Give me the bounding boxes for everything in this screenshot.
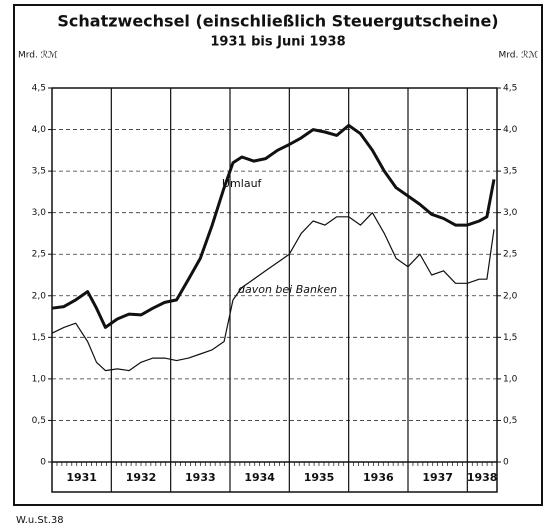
y-tick-label: 3,0 — [32, 208, 47, 218]
x-tick-label: 1933 — [185, 471, 216, 484]
footer: W.u.St.38 — [16, 515, 64, 526]
frame — [13, 4, 543, 506]
y2-tick-label: 3,0 — [503, 208, 518, 218]
x-tick-label: 1935 — [304, 471, 335, 484]
y2-tick-label: 3,5 — [503, 167, 517, 177]
y-tick-label: 2,5 — [32, 250, 46, 260]
y-tick-label: 3,5 — [32, 167, 46, 177]
y2-tick-label: 1,5 — [503, 333, 517, 343]
y2-tick-label: 0,5 — [503, 416, 517, 426]
y2-tick-label: 1,0 — [503, 374, 518, 384]
annotation: Umlauf — [222, 177, 263, 190]
x-tick-label: 1937 — [422, 471, 453, 484]
y2-tick-label: 4,0 — [503, 125, 518, 135]
y-tick-label: 1,0 — [32, 374, 47, 384]
series-line — [51, 123, 496, 329]
y2-tick-label: 0 — [503, 458, 509, 468]
y-tick-label: 1,5 — [32, 333, 46, 343]
y2-tick-label: 2,5 — [503, 250, 517, 260]
x-tick-label: 1938 — [467, 471, 498, 484]
y-tick-label: 0 — [40, 458, 46, 468]
y-tick-label: 4,0 — [32, 125, 47, 135]
y2-tick-label: 2,0 — [503, 291, 518, 301]
chart-title: Schatzwechsel (einschließlich Steuerguts… — [57, 12, 498, 31]
annotation: davon bei Banken — [238, 283, 337, 296]
y2-tick-label: 4,5 — [503, 84, 517, 94]
y-tick-label: 4,5 — [32, 84, 46, 94]
y-axis-label: Mrd. ℛℳ — [18, 51, 58, 61]
y-tick-label: 2,0 — [32, 291, 47, 301]
x-tick-label: 1936 — [363, 471, 394, 484]
x-tick-label: 1934 — [244, 471, 275, 484]
chart-subtitle: 1931 bis Juni 1938 — [210, 35, 345, 50]
y-tick-label: 0,5 — [32, 416, 46, 426]
y2-axis-label: Mrd. ℛℳ — [498, 51, 538, 61]
plot-frame — [51, 87, 498, 493]
series-line — [51, 212, 495, 372]
x-tick-label: 1931 — [66, 471, 97, 484]
x-tick-label: 1932 — [126, 471, 157, 484]
